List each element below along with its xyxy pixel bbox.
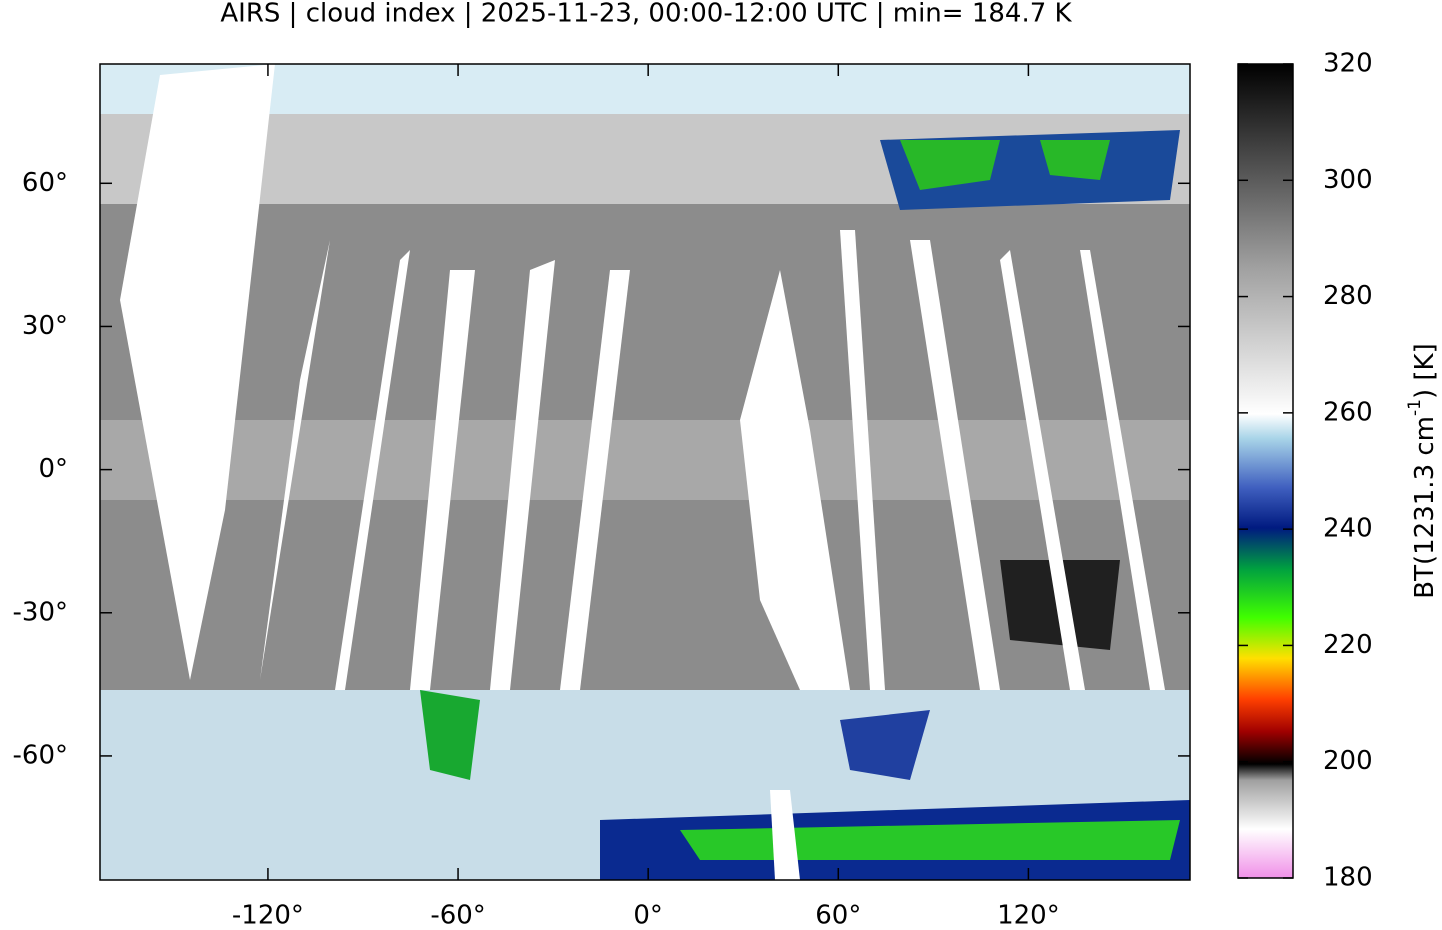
x-tick-label: 0° [633, 901, 663, 930]
colorbar-tick-label: 240 [1323, 514, 1373, 544]
chart-title: AIRS | cloud index | 2025-11-23, 00:00-1… [220, 0, 1072, 29]
colorbar-tick-label: 220 [1323, 630, 1373, 660]
colorbar-tick-label: 320 [1323, 49, 1373, 79]
x-tick-label: 60° [815, 901, 861, 930]
colorbar-label-text: BT(1231.3 cm [1410, 416, 1440, 599]
y-tick-label: 60° [22, 168, 68, 198]
colorbar [1237, 63, 1294, 879]
colorbar-tick-label: 180 [1323, 863, 1373, 893]
colorbar-label-superscript: -1 [1405, 399, 1425, 416]
map-image [100, 64, 1190, 880]
colorbar-tick-label: 200 [1323, 746, 1373, 776]
colorbar-tick-label: 260 [1323, 397, 1373, 427]
y-tick-label: -60° [13, 740, 68, 770]
colorbar-label-text: ) [K] [1410, 343, 1440, 399]
y-tick-label: -30° [13, 597, 68, 627]
x-tick-label: 120° [997, 901, 1060, 930]
x-tick-label: -60° [430, 901, 485, 930]
colorbar-tick-label: 300 [1323, 165, 1373, 195]
colorbar-tick-label: 280 [1323, 281, 1373, 311]
y-tick-label: 30° [22, 311, 68, 341]
y-tick-label: 0° [38, 454, 68, 484]
x-tick-label: -120° [232, 901, 304, 930]
colorbar-label: BT(1231.3 cm-1) [K] [1405, 343, 1440, 598]
map-frame [99, 63, 1191, 881]
